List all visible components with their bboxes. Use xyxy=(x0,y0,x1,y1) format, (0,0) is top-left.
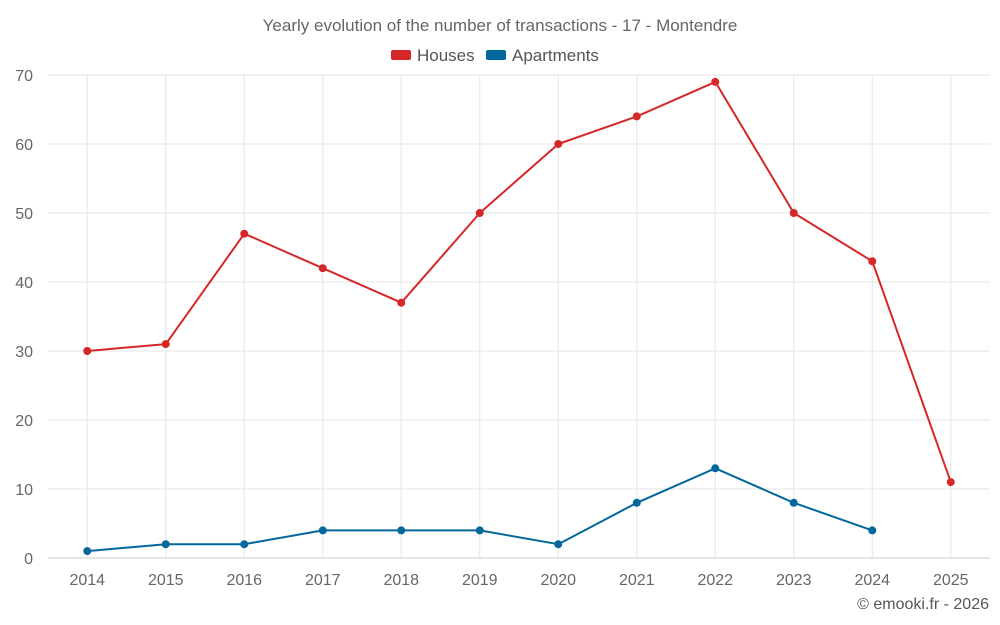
series-apartments xyxy=(83,464,877,556)
y-tick-label: 60 xyxy=(15,137,33,154)
legend-label-houses: Houses xyxy=(417,46,475,65)
x-axis: 2014 2015 2016 2017 2018 2019 2020 2021 2022 2023… xyxy=(48,557,990,589)
x-tick-label: 2021 xyxy=(619,572,655,589)
credit-text: © emooki.fr - 2026 xyxy=(857,596,989,613)
y-axis: 0 10 20 30 40 50 60 70 xyxy=(15,68,33,568)
series-houses xyxy=(83,77,955,487)
data-point-apartments-2017[interactable] xyxy=(318,526,327,535)
data-point-apartments-2022[interactable] xyxy=(711,464,720,473)
x-tick-label: 2014 xyxy=(69,572,105,589)
x-tick-label: 2015 xyxy=(148,572,184,589)
data-point-houses-2014[interactable] xyxy=(83,347,92,355)
data-point-houses-2019[interactable] xyxy=(475,209,484,217)
data-point-houses-2017[interactable] xyxy=(318,264,327,273)
data-point-apartments-2021[interactable] xyxy=(632,498,641,507)
y-tick-label: 10 xyxy=(15,482,33,499)
y-tick-label: 50 xyxy=(15,206,33,223)
x-tick-label: 2024 xyxy=(854,572,890,589)
y-tick-label: 0 xyxy=(24,551,33,568)
data-point-houses-2022[interactable] xyxy=(711,77,720,86)
data-point-houses-2016[interactable] xyxy=(240,229,249,238)
data-point-apartments-2024[interactable] xyxy=(868,526,877,535)
data-point-apartments-2015[interactable] xyxy=(161,540,170,549)
data-point-houses-2015[interactable] xyxy=(161,340,170,349)
legend-item-apartments[interactable]: Apartments xyxy=(486,46,599,65)
legend-item-houses[interactable]: Houses xyxy=(391,46,475,65)
y-tick-label: 20 xyxy=(15,413,33,430)
data-point-houses-2023[interactable] xyxy=(789,209,798,217)
legend: Houses Apartments xyxy=(391,46,599,65)
x-tick-label: 2022 xyxy=(697,572,733,589)
data-point-apartments-2023[interactable] xyxy=(789,498,798,507)
data-point-apartments-2020[interactable] xyxy=(554,540,563,549)
chart-title: Yearly evolution of the number of transa… xyxy=(263,16,738,35)
y-tick-label: 40 xyxy=(15,275,33,292)
legend-label-apartments: Apartments xyxy=(512,46,599,65)
x-tick-label: 2017 xyxy=(305,572,341,589)
y-tick-label: 70 xyxy=(15,68,33,85)
data-point-apartments-2014[interactable] xyxy=(83,547,92,556)
series-group xyxy=(83,77,955,556)
data-point-houses-2020[interactable] xyxy=(554,140,563,148)
data-point-houses-2024[interactable] xyxy=(868,257,877,266)
data-point-houses-2021[interactable] xyxy=(632,112,641,121)
x-tick-label: 2020 xyxy=(540,572,576,589)
y-tick-label: 30 xyxy=(15,344,33,361)
x-tick-label: 2018 xyxy=(383,572,419,589)
x-tick-label: 2016 xyxy=(226,572,262,589)
data-point-houses-2018[interactable] xyxy=(397,298,406,307)
legend-swatch-houses xyxy=(391,50,411,60)
data-point-houses-2025[interactable] xyxy=(946,478,955,487)
data-point-apartments-2019[interactable] xyxy=(475,526,484,535)
data-point-apartments-2018[interactable] xyxy=(397,526,406,535)
x-tick-label: 2025 xyxy=(933,572,969,589)
series-line-houses xyxy=(87,80,952,483)
legend-swatch-apartments xyxy=(486,50,506,60)
grid xyxy=(48,74,990,559)
data-point-apartments-2016[interactable] xyxy=(240,540,249,549)
x-tick-label: 2019 xyxy=(462,572,498,589)
x-tick-label: 2023 xyxy=(776,572,812,589)
